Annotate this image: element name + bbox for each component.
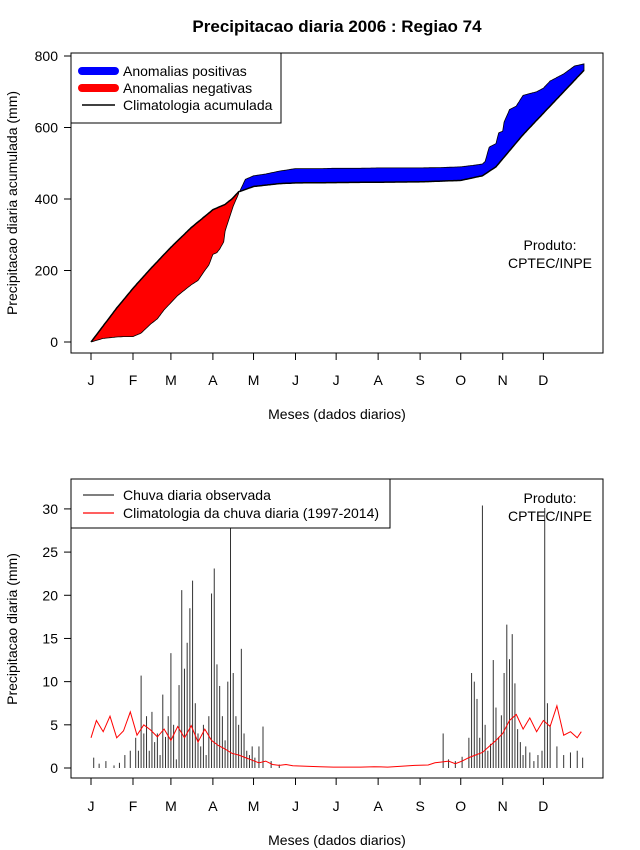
bottom-y-tick-label: 0 [50,760,58,776]
top-x-tick-label: J [292,372,299,388]
bottom-x-tick-label: S [415,798,424,814]
bottom-product-note-line1: Produto: [524,490,577,506]
bottom-x-axis-label: Meses (dados diarios) [268,832,406,848]
bottom-y-tick-label: 30 [42,501,58,517]
bottom-bars [93,505,584,768]
bottom-x-tick-label: F [129,798,138,814]
chart-title: Precipitacao diaria 2006 : Regiao 74 [192,17,482,36]
bottom-y-axis-label: Precipitacao diaria (mm) [4,553,20,705]
bottom-x-tick-label: D [538,798,548,814]
top-x-axis-label: Meses (dados diarios) [268,406,406,422]
bottom-y-tick-label: 10 [42,674,58,690]
legend-label-observed: Chuva diaria observada [123,487,271,503]
top-x-tick-label: A [208,372,218,388]
bottom-chart: 0 5 10 15 20 25 30 J F M A M J J A S O N D Meses (dados d… [4,478,604,848]
climatology-cumulative-line [90,69,585,343]
top-legend: Anomalias positivas Anomalias negativas … [70,52,282,124]
top-x-tick-label: D [538,372,548,388]
top-x-tick-label: S [415,372,424,388]
top-x-tick-label: F [129,372,138,388]
top-product-note-line1: Produto: [524,237,577,253]
legend-label-climatology: Climatologia acumulada [123,97,273,113]
bottom-x-tick-label: M [165,798,177,814]
top-x-tick-label: M [165,372,177,388]
top-y-tick-label: 0 [50,334,58,350]
bottom-x-tick-label: M [248,798,260,814]
bottom-legend-box [70,478,391,529]
top-chart: 0 200 400 600 800 J F M A M J J A S O N D Meses (dados … [4,48,604,422]
bottom-y-tick-label: 15 [42,630,58,646]
bottom-y-axis: 0 5 10 15 20 25 30 [42,501,72,776]
top-y-axis: 0 200 400 600 800 [35,48,72,350]
bottom-y-tick-label: 25 [42,544,58,560]
top-product-note-line2: CPTEC/INPE [508,255,592,271]
bottom-x-tick-label: J [333,798,340,814]
bottom-x-tick-label: N [498,798,508,814]
top-x-tick-label: O [455,372,466,388]
legend-label-positive: Anomalias positivas [123,63,247,79]
bottom-climatology-line [90,703,582,768]
top-y-tick-label: 800 [35,48,59,64]
top-x-tick-label: N [498,372,508,388]
bottom-x-tick-label: J [292,798,299,814]
bottom-x-tick-label: A [373,798,383,814]
negative-anomaly-area [92,190,240,343]
top-x-tick-label: J [333,372,340,388]
positive-anomaly-area [239,63,585,192]
bottom-y-tick-label: 5 [50,717,58,733]
climatology-daily-line [90,703,582,768]
top-y-axis-label: Precipitacao diaria acumulada (mm) [4,91,20,315]
top-areas [90,63,585,343]
legend-label-climatology-daily: Climatologia da chuva diaria (1997-2014) [123,505,379,521]
top-y-tick-label: 400 [35,191,59,207]
bottom-x-tick-label: O [455,798,466,814]
bottom-x-tick-label: A [208,798,218,814]
top-x-tick-label: J [88,372,95,388]
bottom-legend: Chuva diaria observada Climatologia da c… [70,478,391,529]
legend-label-negative: Anomalias negativas [123,80,252,96]
top-y-tick-label: 200 [35,263,59,279]
top-x-tick-label: A [373,372,383,388]
bottom-x-tick-label: J [88,798,95,814]
bottom-product-note-line2: CPTEC/INPE [508,508,592,524]
top-y-tick-label: 600 [35,120,59,136]
top-x-tick-label: M [248,372,260,388]
bottom-y-tick-label: 20 [42,587,58,603]
